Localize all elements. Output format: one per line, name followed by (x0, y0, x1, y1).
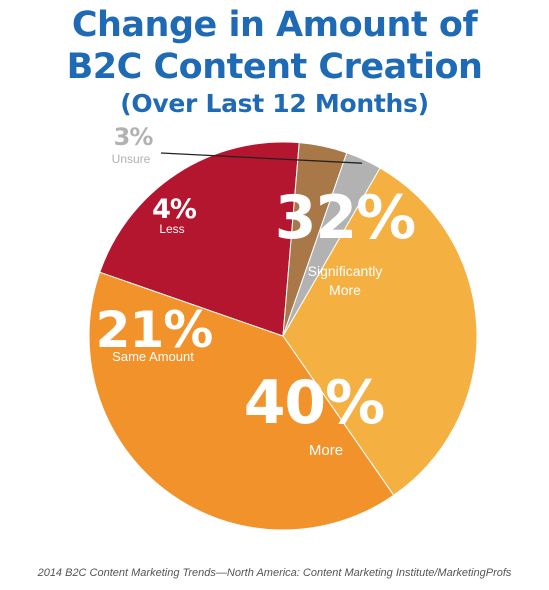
slice-category-label: More (329, 282, 361, 298)
slice-category-label: Same Amount (112, 349, 194, 364)
slice-percent-label: 21% (96, 301, 213, 359)
slice-percent-label: 3% (114, 123, 154, 151)
slice-percent-label: 32% (275, 183, 416, 253)
chart-title-line-2: B2C Content Creation (66, 47, 483, 87)
slice-category-label: Significantly (308, 263, 383, 279)
source-citation: 2014 B2C Content Marketing Trends—North … (37, 567, 512, 579)
slice-category-label: Unsure (112, 152, 151, 166)
pie-slice-unsure (282, 152, 381, 337)
pie-slice-significantly-more (282, 167, 478, 496)
slice-category-label: More (309, 442, 343, 459)
unsure-leader-line (160, 152, 363, 164)
chart-title-line-1: Change in Amount of (71, 5, 478, 45)
chart-title-block: Change in Amount of B2C Content Creation… (0, 4, 549, 120)
pie-slices (88, 141, 478, 531)
pie-slice-more (88, 271, 395, 531)
slice-percent-label: 40% (244, 368, 385, 438)
pie-slice-same-amount (99, 141, 300, 337)
slice-category-label: Less (159, 222, 184, 236)
chart-subtitle: (Over Last 12 Months) (120, 89, 429, 118)
pie-labels: 32% Significantly More 40% More 21%Same Amoun… (96, 123, 417, 459)
slice-percent-label: 4% (152, 194, 197, 225)
